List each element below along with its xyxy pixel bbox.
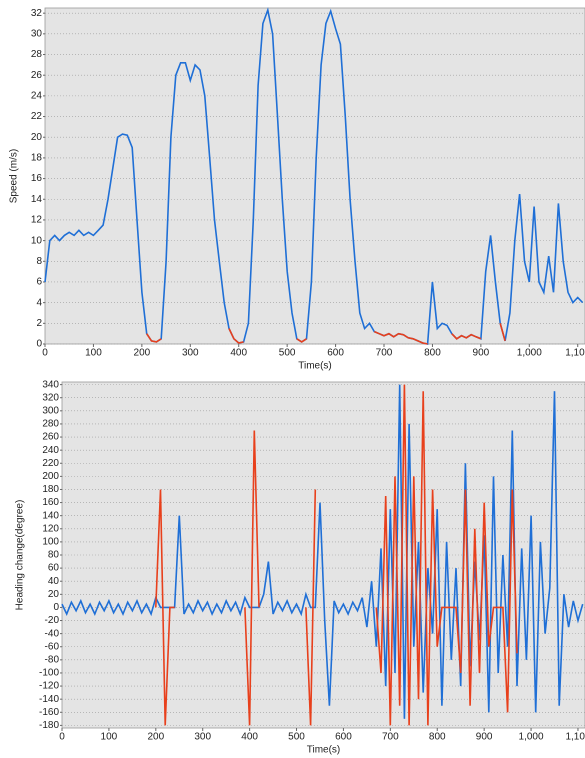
- y-tick-label: 0: [36, 339, 42, 350]
- y-tick-label: 240: [42, 445, 59, 456]
- data-line: [244, 430, 260, 726]
- x-tick-label: 700: [382, 732, 399, 743]
- y-tick-label: 140: [42, 510, 59, 521]
- y-tick-label: 8: [36, 256, 42, 267]
- data-line: [228, 328, 244, 344]
- y-tick-label: -20: [45, 615, 60, 626]
- y-tick-label: 2: [36, 318, 42, 329]
- data-line: [146, 333, 162, 343]
- x-tick-label: 1,000: [517, 348, 542, 359]
- y-tick-label: 28: [31, 49, 43, 60]
- y-tick-label: 320: [42, 392, 59, 403]
- y-tick-label: 6: [36, 277, 42, 288]
- data-line: [375, 384, 518, 726]
- y-tick-label: 12: [31, 215, 43, 226]
- x-tick-label: 0: [42, 348, 48, 359]
- y-tick-label: 32: [31, 8, 43, 19]
- x-tick-label: 400: [230, 348, 247, 359]
- y-tick-label: 30: [31, 28, 43, 39]
- x-tick-label: 1,100: [565, 732, 585, 743]
- x-axis-label: Time(s): [307, 745, 341, 756]
- y-axis-label: Heading change(degree): [15, 500, 26, 611]
- y-tick-label: 260: [42, 432, 59, 443]
- y-tick-label: 40: [48, 576, 60, 587]
- x-tick-label: 1,000: [519, 732, 544, 743]
- y-tick-label: 60: [48, 563, 60, 574]
- x-tick-label: 200: [147, 732, 164, 743]
- y-tick-label: 0: [53, 602, 59, 613]
- y-tick-label: 340: [42, 379, 59, 390]
- y-tick-label: 100: [42, 537, 59, 548]
- y-tick-label: -160: [39, 707, 59, 718]
- x-tick-label: 800: [429, 732, 446, 743]
- x-tick-label: 900: [476, 732, 493, 743]
- x-tick-label: 900: [473, 348, 490, 359]
- y-tick-label: -60: [45, 641, 60, 652]
- data-line: [373, 330, 428, 345]
- y-tick-label: 180: [42, 484, 59, 495]
- y-tick-label: 80: [48, 550, 60, 561]
- y-tick-label: -80: [45, 654, 60, 665]
- y-tick-label: 24: [31, 91, 43, 102]
- x-tick-label: 600: [335, 732, 352, 743]
- x-tick-label: 0: [59, 732, 65, 743]
- x-tick-label: 300: [194, 732, 211, 743]
- y-tick-label: 20: [48, 589, 60, 600]
- x-tick-label: 400: [241, 732, 258, 743]
- y-tick-label: 220: [42, 458, 59, 469]
- x-tick-label: 100: [85, 348, 102, 359]
- x-tick-label: 300: [182, 348, 199, 359]
- y-tick-label: 26: [31, 70, 43, 81]
- x-axis-label: Time(s): [298, 361, 332, 372]
- y-tick-label: -140: [39, 694, 59, 705]
- data-line: [44, 7, 584, 345]
- y-tick-label: 14: [31, 194, 43, 205]
- data-line: [305, 489, 317, 726]
- y-tick-label: 20: [31, 132, 43, 143]
- data-line: [499, 323, 506, 342]
- x-tick-label: 500: [279, 348, 296, 359]
- y-tick-label: -40: [45, 628, 60, 639]
- y-tick-label: 4: [36, 297, 42, 308]
- y-tick-label: 160: [42, 497, 59, 508]
- y-tick-label: 300: [42, 405, 59, 416]
- y-tick-label: 22: [31, 111, 43, 122]
- x-tick-label: 600: [327, 348, 344, 359]
- y-tick-label: 200: [42, 471, 59, 482]
- y-tick-label: 120: [42, 523, 59, 534]
- x-tick-label: 700: [376, 348, 393, 359]
- y-tick-label: 18: [31, 153, 43, 164]
- x-tick-label: 100: [101, 732, 118, 743]
- x-tick-label: 200: [134, 348, 151, 359]
- data-line: [155, 489, 175, 726]
- y-tick-label: -100: [39, 668, 59, 679]
- y-axis-label: Speed (m/s): [9, 149, 20, 203]
- y-tick-label: -120: [39, 681, 59, 692]
- y-tick-label: 16: [31, 173, 43, 184]
- data-line: [61, 384, 584, 719]
- x-tick-label: 500: [288, 732, 305, 743]
- data-line: [296, 338, 307, 343]
- x-tick-label: 800: [424, 348, 441, 359]
- x-tick-label: 1,100: [565, 348, 585, 359]
- data-line: [451, 333, 482, 340]
- y-tick-label: 280: [42, 419, 59, 430]
- y-tick-label: -180: [39, 720, 59, 731]
- y-tick-label: 10: [31, 235, 43, 246]
